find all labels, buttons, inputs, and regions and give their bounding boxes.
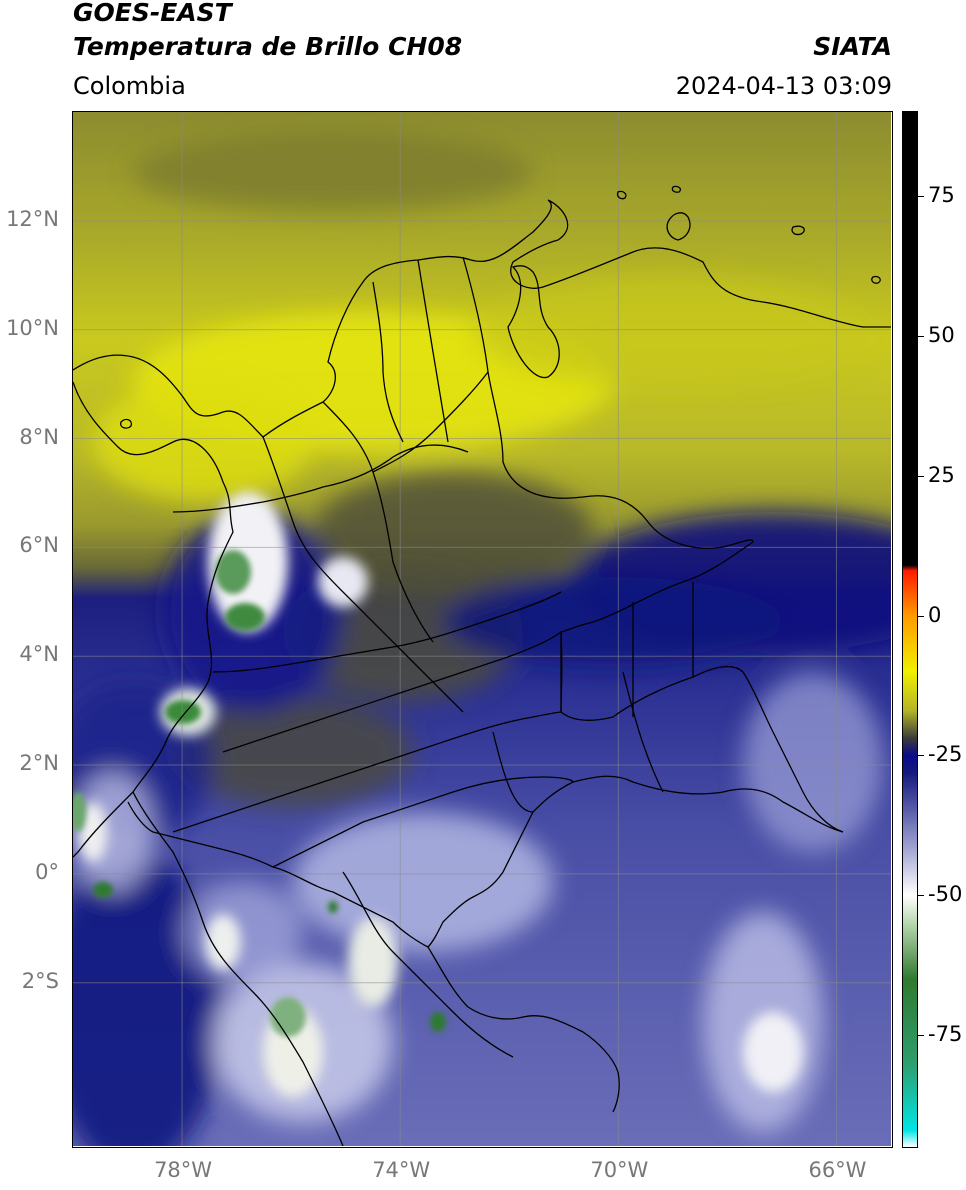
border-brazil-peru xyxy=(427,946,620,1113)
lat-label: 2°S xyxy=(21,968,59,993)
border-interior-5 xyxy=(417,259,449,443)
island-small-2 xyxy=(671,185,682,193)
border-interior-11 xyxy=(560,582,694,717)
colorbar-tick xyxy=(918,1035,924,1037)
colorbar-label: -75 xyxy=(928,1022,963,1047)
colorbar-tick xyxy=(918,895,924,897)
border-interior-8 xyxy=(222,631,562,753)
border-interior-3 xyxy=(322,401,434,643)
colorbar-tick xyxy=(918,615,924,617)
coastline-pacific xyxy=(73,381,234,858)
region-label: Colombia xyxy=(73,72,186,100)
border-colombia-venezuela xyxy=(462,256,844,833)
border-peru-internal xyxy=(342,871,514,1058)
colorbar-label: 0 xyxy=(928,602,942,627)
colorbar-tick xyxy=(918,195,924,197)
lat-label: 12°N xyxy=(6,206,59,231)
map-subtitle: Temperatura de Brillo CH08 xyxy=(73,32,463,61)
lat-label: 8°N xyxy=(19,424,59,449)
island-small-1 xyxy=(616,190,627,200)
border-interior-9 xyxy=(172,711,562,833)
lat-label: 2°N xyxy=(19,751,59,776)
border-interior-12 xyxy=(492,671,664,813)
brand-label: SIATA xyxy=(813,32,892,61)
colorbar-tick xyxy=(918,335,924,337)
border-interior-10 xyxy=(272,776,574,868)
colorbar-gradient xyxy=(903,112,917,1147)
colorbar-label: -25 xyxy=(928,742,963,767)
border-interior-7 xyxy=(212,591,562,673)
island-small-4 xyxy=(871,275,881,284)
island-small-3 xyxy=(791,225,805,236)
lat-label: 4°N xyxy=(19,642,59,667)
cold-cloud-tops xyxy=(73,550,446,1037)
colorbar-label: 25 xyxy=(928,462,955,487)
borders xyxy=(73,185,891,1146)
lat-label: 0° xyxy=(35,859,59,884)
border-interior-2 xyxy=(262,436,464,713)
lake-maracaibo xyxy=(507,265,560,379)
lat-label: 10°N xyxy=(6,315,59,340)
border-colombia-brazil xyxy=(127,775,844,948)
lon-label: 70°W xyxy=(590,1158,649,1182)
colorbar xyxy=(902,111,918,1148)
island-curacao xyxy=(666,212,691,241)
island-small-5 xyxy=(120,418,132,429)
lon-label: 66°W xyxy=(808,1158,867,1182)
timestamp: 2024-04-13 03:09 xyxy=(675,72,892,100)
colorbar-label: 50 xyxy=(928,322,955,347)
coastline-ecuador xyxy=(132,791,344,1146)
colorbar-tick xyxy=(918,755,924,757)
lon-label: 78°W xyxy=(154,1158,213,1182)
border-interior-1 xyxy=(172,444,469,513)
colorbar-label: 75 xyxy=(928,182,955,207)
colorbar-tick xyxy=(918,475,924,477)
lon-label: 74°W xyxy=(372,1158,431,1182)
colorbar-label: -50 xyxy=(928,882,963,907)
coastline-caribbean xyxy=(73,199,891,438)
border-interior-4 xyxy=(372,281,404,443)
lat-label: 6°N xyxy=(19,533,59,558)
graticule xyxy=(73,112,891,1146)
border-interior-6 xyxy=(372,371,489,473)
satellite-map[interactable] xyxy=(72,111,893,1148)
map-title: GOES-EAST xyxy=(73,0,232,27)
